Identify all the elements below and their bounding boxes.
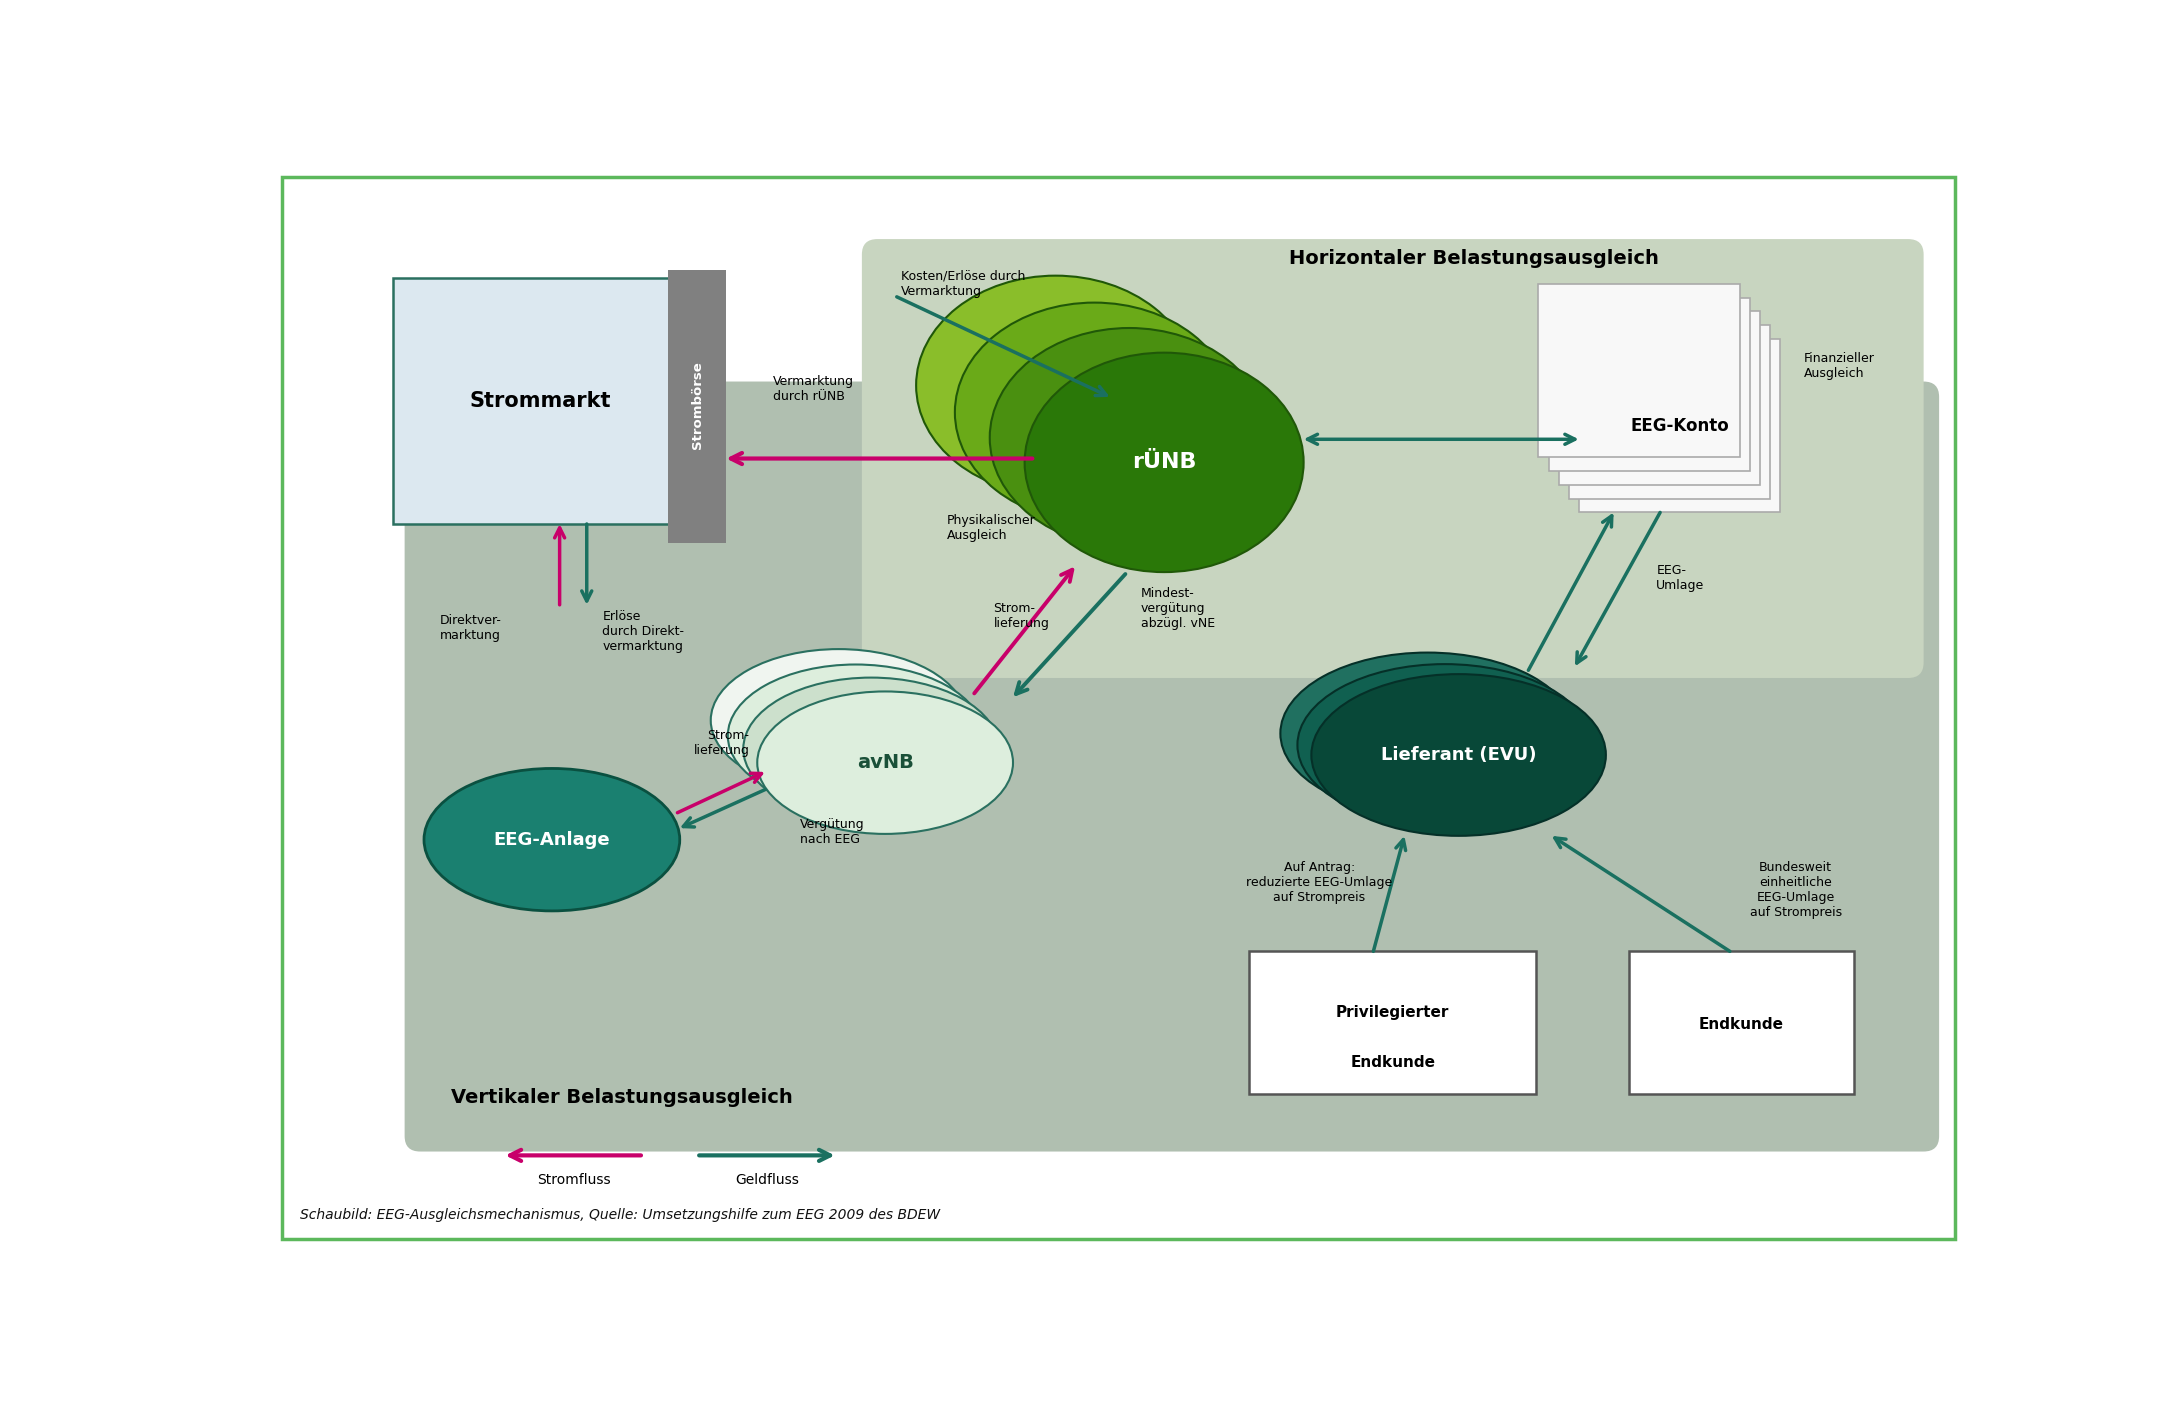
Text: Strommarkt: Strommarkt bbox=[469, 391, 611, 411]
Text: rÜNB: rÜNB bbox=[1131, 453, 1196, 472]
Text: Finanzieller
Ausgleich: Finanzieller Ausgleich bbox=[1803, 352, 1875, 380]
Text: Strom-
lieferung: Strom- lieferung bbox=[694, 729, 749, 757]
Bar bbox=[1629, 952, 1853, 1094]
Text: Endkunde: Endkunde bbox=[1351, 1056, 1434, 1071]
Text: EEG-Konto: EEG-Konto bbox=[1631, 416, 1729, 435]
Text: Mindest-
vergütung
abzügl. vNE: Mindest- vergütung abzügl. vNE bbox=[1142, 587, 1216, 629]
Text: Stromfluss: Stromfluss bbox=[537, 1173, 611, 1187]
Text: Direktver-
marktung: Direktver- marktung bbox=[439, 614, 502, 642]
Ellipse shape bbox=[989, 328, 1268, 547]
Ellipse shape bbox=[954, 303, 1233, 522]
Ellipse shape bbox=[742, 677, 1000, 820]
Ellipse shape bbox=[712, 649, 967, 792]
Text: Strombörse: Strombörse bbox=[690, 360, 703, 449]
FancyBboxPatch shape bbox=[862, 240, 1923, 679]
FancyBboxPatch shape bbox=[1539, 283, 1740, 457]
Text: Strom-
lieferung: Strom- lieferung bbox=[993, 603, 1050, 631]
Ellipse shape bbox=[1024, 353, 1303, 572]
FancyBboxPatch shape bbox=[1570, 325, 1770, 499]
Text: Vergütung
nach EEG: Vergütung nach EEG bbox=[799, 817, 864, 845]
Ellipse shape bbox=[1281, 652, 1574, 815]
FancyBboxPatch shape bbox=[1548, 297, 1751, 471]
Bar bbox=[1249, 952, 1537, 1094]
Text: Privilegierter: Privilegierter bbox=[1336, 1005, 1450, 1021]
Text: Schaubild: EEG-Ausgleichsmechanismus, Quelle: Umsetzungshilfe zum EEG 2009 des B: Schaubild: EEG-Ausgleichsmechanismus, Qu… bbox=[299, 1209, 941, 1223]
FancyBboxPatch shape bbox=[404, 381, 1939, 1151]
Text: EEG-Anlage: EEG-Anlage bbox=[493, 830, 611, 848]
Text: Geldfluss: Geldfluss bbox=[736, 1173, 799, 1187]
Text: Endkunde: Endkunde bbox=[1698, 1016, 1784, 1032]
FancyBboxPatch shape bbox=[1578, 339, 1781, 512]
Text: Bundesweit
einheitliche
EEG-Umlage
auf Strompreis: Bundesweit einheitliche EEG-Umlage auf S… bbox=[1751, 861, 1842, 918]
FancyBboxPatch shape bbox=[1559, 311, 1759, 485]
Text: Auf Antrag:
reduzierte EEG-Umlage
auf Strompreis: Auf Antrag: reduzierte EEG-Umlage auf St… bbox=[1246, 861, 1393, 903]
Ellipse shape bbox=[758, 691, 1013, 834]
Text: Kosten/Erlöse durch
Vermarktung: Kosten/Erlöse durch Vermarktung bbox=[902, 269, 1026, 297]
Ellipse shape bbox=[727, 665, 985, 808]
Text: Erlöse
durch Direkt-
vermarktung: Erlöse durch Direkt- vermarktung bbox=[603, 610, 683, 653]
Ellipse shape bbox=[1312, 674, 1607, 836]
Text: Vermarktung
durch rÜNB: Vermarktung durch rÜNB bbox=[773, 376, 854, 404]
Ellipse shape bbox=[917, 276, 1194, 495]
Text: Vertikaler Belastungsausgleich: Vertikaler Belastungsausgleich bbox=[452, 1088, 792, 1108]
Text: avNB: avNB bbox=[856, 753, 912, 773]
Bar bbox=[668, 269, 727, 543]
Text: Horizontaler Belastungsausgleich: Horizontaler Belastungsausgleich bbox=[1290, 248, 1659, 268]
Text: EEG-
Umlage: EEG- Umlage bbox=[1657, 564, 1705, 592]
Text: Physikalischer
Ausgleich: Physikalischer Ausgleich bbox=[947, 513, 1037, 541]
Ellipse shape bbox=[424, 768, 679, 911]
Bar bbox=[393, 278, 688, 524]
Text: Lieferant (EVU): Lieferant (EVU) bbox=[1382, 746, 1537, 764]
Ellipse shape bbox=[1297, 665, 1591, 826]
